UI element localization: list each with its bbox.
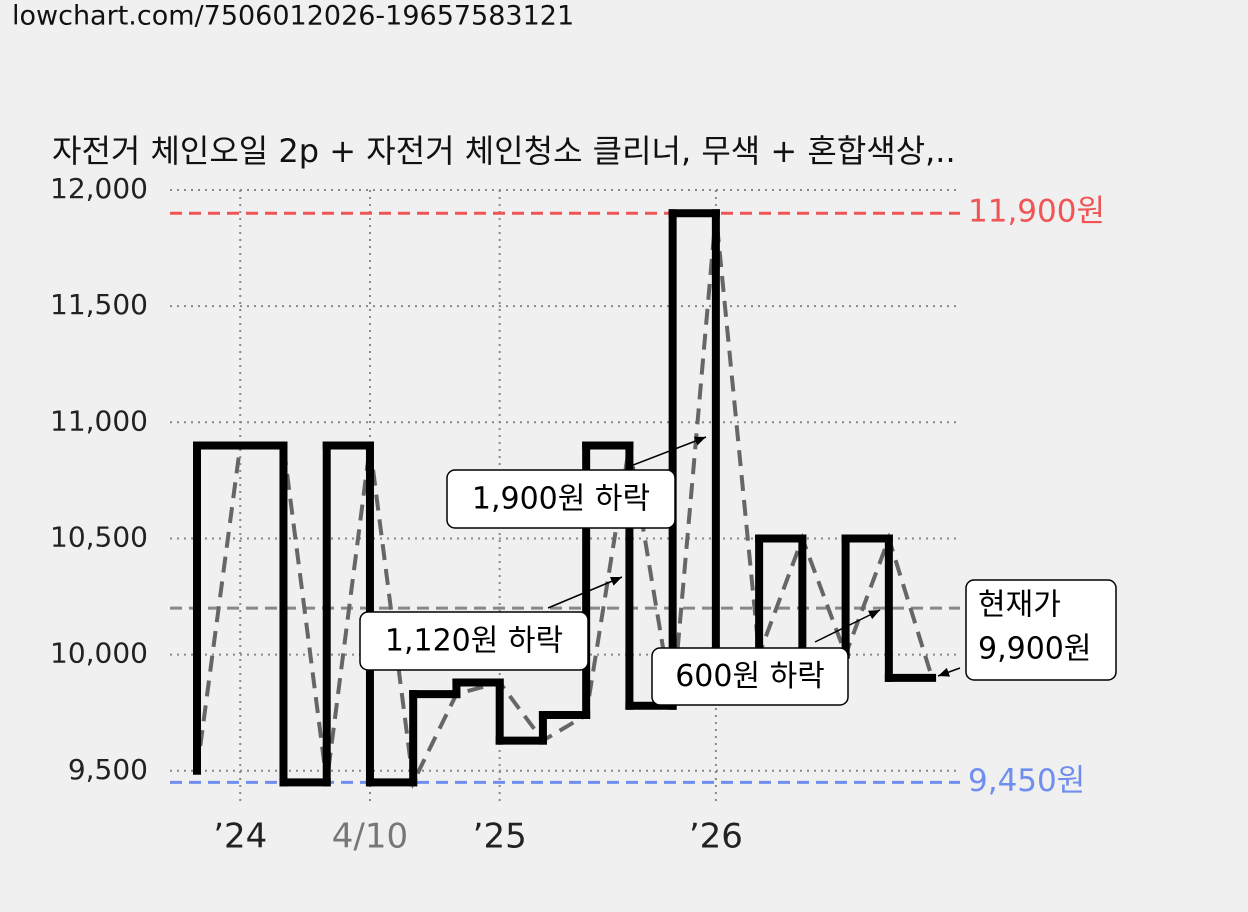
y-tick-label: 10,500 [50,520,148,553]
annotation-box [359,611,589,671]
annotation-arrow [627,436,707,468]
y-tick-label: 10,000 [50,637,148,670]
arrow-head [694,436,706,446]
reference-label: 9,450원 [968,763,1085,799]
annotation-box [446,469,676,529]
arrow-head [868,610,880,620]
annotation-arrow [547,576,623,609]
current-value: 9,900원 [978,632,1091,667]
annotation-text: 1,900원 하락 [472,482,650,517]
x-tick-label: ’24 [213,817,267,857]
y-tick-label: 11,000 [50,404,148,437]
url: lowchart.com/7506012026-19657583121 [12,1,574,32]
annotation-box [651,647,849,706]
y-tick-label: 12,000 [50,172,148,205]
reference-label: 11,900원 [968,194,1105,230]
annotation-text: 1,120원 하락 [385,624,563,659]
x-tick-label: 4/10 [332,817,408,857]
chart-title: 자전거 체인오일 2p + 자전거 체인청소 클리너, 무색 + 혼합색상,.. [52,132,956,170]
trend-line [195,213,934,790]
annotation-arrow [814,609,881,643]
current-box [965,579,1117,681]
arrow-head [938,667,950,677]
y-tick-label: 9,500 [68,753,148,786]
annotation-text: 600원 하락 [675,659,825,694]
x-tick-label: ’26 [689,817,743,857]
y-tick-label: 11,500 [50,288,148,321]
arrow-head [610,576,622,586]
x-tick-label: ’25 [473,817,527,857]
current-label: 현재가 [978,588,1061,623]
